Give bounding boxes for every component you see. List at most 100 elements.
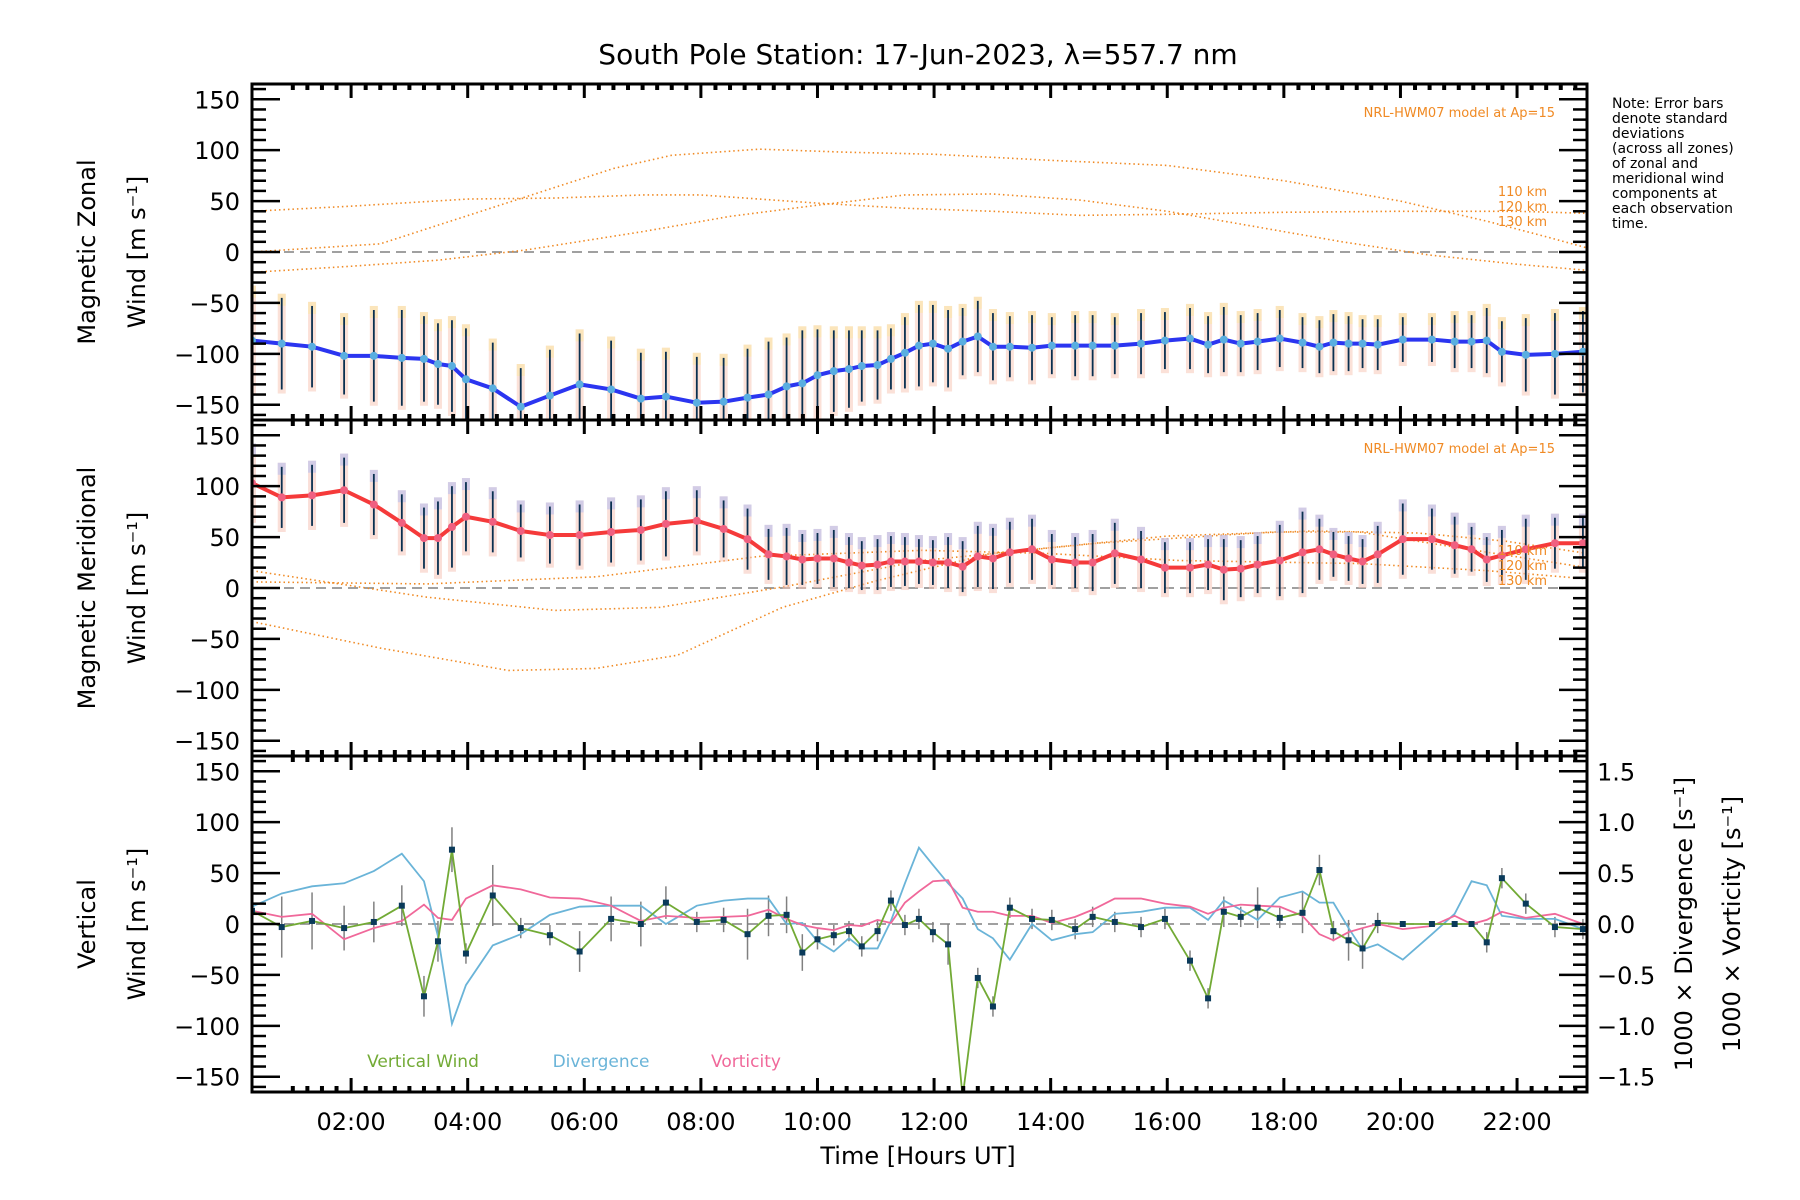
meridional-data-point bbox=[829, 554, 838, 563]
vertical-wind-point bbox=[1579, 926, 1586, 933]
meridional-data-point bbox=[1427, 535, 1436, 544]
vertical-wind-point bbox=[489, 892, 496, 899]
zonal-data-point bbox=[914, 341, 923, 350]
zonal-data-point bbox=[1160, 336, 1169, 345]
vertical-wind-point bbox=[1138, 924, 1145, 931]
panel-zonal: 150 100 50 0 −50 −100 −150 Magnetic Zonal Wind [… bbox=[73, 82, 1589, 422]
vertical-wind-point bbox=[1186, 957, 1193, 964]
zonal-data-point bbox=[1373, 340, 1382, 349]
legend-vorticity: Vorticity bbox=[711, 1052, 781, 1072]
meridional-data-point bbox=[661, 519, 670, 528]
zonal-data-point bbox=[1185, 334, 1194, 343]
right-y-tick-label: −1.5 bbox=[1597, 1064, 1655, 1092]
zonal-data-point bbox=[1329, 338, 1338, 347]
meridional-data-point bbox=[988, 554, 997, 563]
y-tick-label: 0 bbox=[225, 911, 240, 939]
x-tick-label: 14:00 bbox=[1016, 1108, 1085, 1136]
meridional-data-point bbox=[419, 534, 428, 543]
zonal-data-point bbox=[1110, 341, 1119, 350]
vertical-wind-point bbox=[783, 911, 790, 918]
meridional-data-point bbox=[1137, 555, 1146, 564]
zonal-data-point bbox=[928, 339, 937, 348]
vertical-wind-point bbox=[1006, 904, 1013, 911]
note-line: meridional wind bbox=[1612, 171, 1724, 187]
vertical-wind-point bbox=[309, 917, 316, 924]
model-level-label: 110 km bbox=[1498, 185, 1547, 200]
zone-spread-top bbox=[252, 443, 256, 456]
vertical-wind-point bbox=[1111, 918, 1118, 925]
vertical-wind-point bbox=[1029, 915, 1036, 922]
model-level-label: 120 km bbox=[1498, 559, 1547, 574]
zonal-data-point bbox=[743, 393, 752, 402]
zonal-data-point bbox=[1028, 343, 1037, 352]
panel-meridional: 150 100 50 0 −50 −100 −150 Magnetic Meridional W… bbox=[73, 418, 1589, 758]
vertical-wind-point bbox=[1048, 916, 1055, 923]
note-line: of zonal and bbox=[1612, 156, 1698, 172]
vertical-wind-point bbox=[1399, 921, 1406, 927]
x-axis-label: Time [Hours UT] bbox=[819, 1142, 1015, 1170]
y-tick-label: 100 bbox=[194, 809, 240, 837]
vertical-wind-point bbox=[420, 993, 427, 1000]
meridional-data-point bbox=[447, 522, 456, 531]
meridional-data-point bbox=[1005, 548, 1014, 557]
vertical-wind-point bbox=[1451, 921, 1458, 927]
x-tick-label: 22:00 bbox=[1482, 1108, 1551, 1136]
meridional-data-point bbox=[873, 560, 882, 569]
vertical-wind-point bbox=[1276, 914, 1283, 921]
vertical-wind-point bbox=[744, 931, 751, 938]
meridional-data-point bbox=[928, 558, 937, 567]
meridional-data-point bbox=[1550, 539, 1559, 548]
zonal-data-point bbox=[1071, 341, 1080, 350]
zonal-data-point bbox=[829, 367, 838, 376]
note-line: denote standard bbox=[1612, 111, 1728, 127]
right-y-tick-label: 0.5 bbox=[1597, 860, 1635, 888]
meridional-data-point bbox=[1315, 545, 1324, 554]
y-axis-label-line1: Magnetic Zonal bbox=[73, 159, 101, 344]
meridional-data-point bbox=[1497, 551, 1506, 560]
vertical-wind-point bbox=[1316, 867, 1323, 874]
y-axis-label-line2: Wind [m s⁻¹] bbox=[123, 512, 151, 664]
plot-area-vertical bbox=[252, 827, 1587, 1092]
meridional-data-point bbox=[1298, 548, 1307, 557]
vertical-wind-point bbox=[517, 925, 524, 932]
zonal-data-point bbox=[369, 351, 378, 360]
y-tick-label: 50 bbox=[209, 524, 240, 552]
vertical-wind-point bbox=[915, 915, 922, 922]
zonal-data-point bbox=[798, 379, 807, 388]
vertical-wind-point bbox=[693, 918, 700, 925]
y-tick-label: 150 bbox=[194, 86, 240, 114]
zonal-data-point bbox=[419, 354, 428, 363]
vertical-wind-point bbox=[858, 943, 865, 950]
vertical-wind-point bbox=[929, 929, 936, 936]
x-tick-label: 06:00 bbox=[550, 1108, 619, 1136]
y-tick-label: −50 bbox=[189, 626, 240, 654]
x-tick-label: 02:00 bbox=[317, 1108, 386, 1136]
zonal-data-point bbox=[607, 385, 616, 394]
meridional-data-point bbox=[1521, 545, 1530, 554]
y-tick-label: 0 bbox=[225, 239, 240, 267]
chart-title: South Pole Station: 17-Jun-2023, λ=557.7… bbox=[598, 38, 1237, 71]
meridional-data-point bbox=[488, 517, 497, 526]
vertical-wind-point bbox=[1205, 995, 1212, 1002]
model-label: NRL-HWM07 model at Ap=15 bbox=[1364, 106, 1555, 121]
right-y-tick-label: −0.5 bbox=[1597, 962, 1655, 990]
x-tick-label: 20:00 bbox=[1366, 1108, 1435, 1136]
zonal-data-point bbox=[692, 398, 701, 407]
meridional-data-point bbox=[719, 524, 728, 533]
zonal-data-point bbox=[461, 375, 470, 384]
vertical-wind-point bbox=[546, 932, 553, 939]
y-tick-label: −50 bbox=[189, 290, 240, 318]
panels: 150 100 50 0 −50 −100 −150 Magnetic Zonal Wind [… bbox=[73, 82, 1746, 1094]
vertical-wind-point bbox=[874, 928, 881, 935]
meridional-data-point bbox=[1358, 557, 1367, 566]
panel-vertical: 150 100 50 0 −50 −100 −150 Vertical Wind [m s⁻¹]… bbox=[73, 754, 1746, 1094]
note-line: each observation bbox=[1612, 201, 1733, 217]
vertical-wind-point bbox=[1483, 939, 1490, 946]
meridional-data-point bbox=[461, 512, 470, 521]
meridional-data-point bbox=[1204, 560, 1213, 569]
zonal-data-point bbox=[1358, 339, 1367, 348]
zonal-data-point bbox=[1467, 337, 1476, 346]
zonal-data-point bbox=[1047, 341, 1056, 350]
zonal-data-point bbox=[1236, 339, 1245, 348]
